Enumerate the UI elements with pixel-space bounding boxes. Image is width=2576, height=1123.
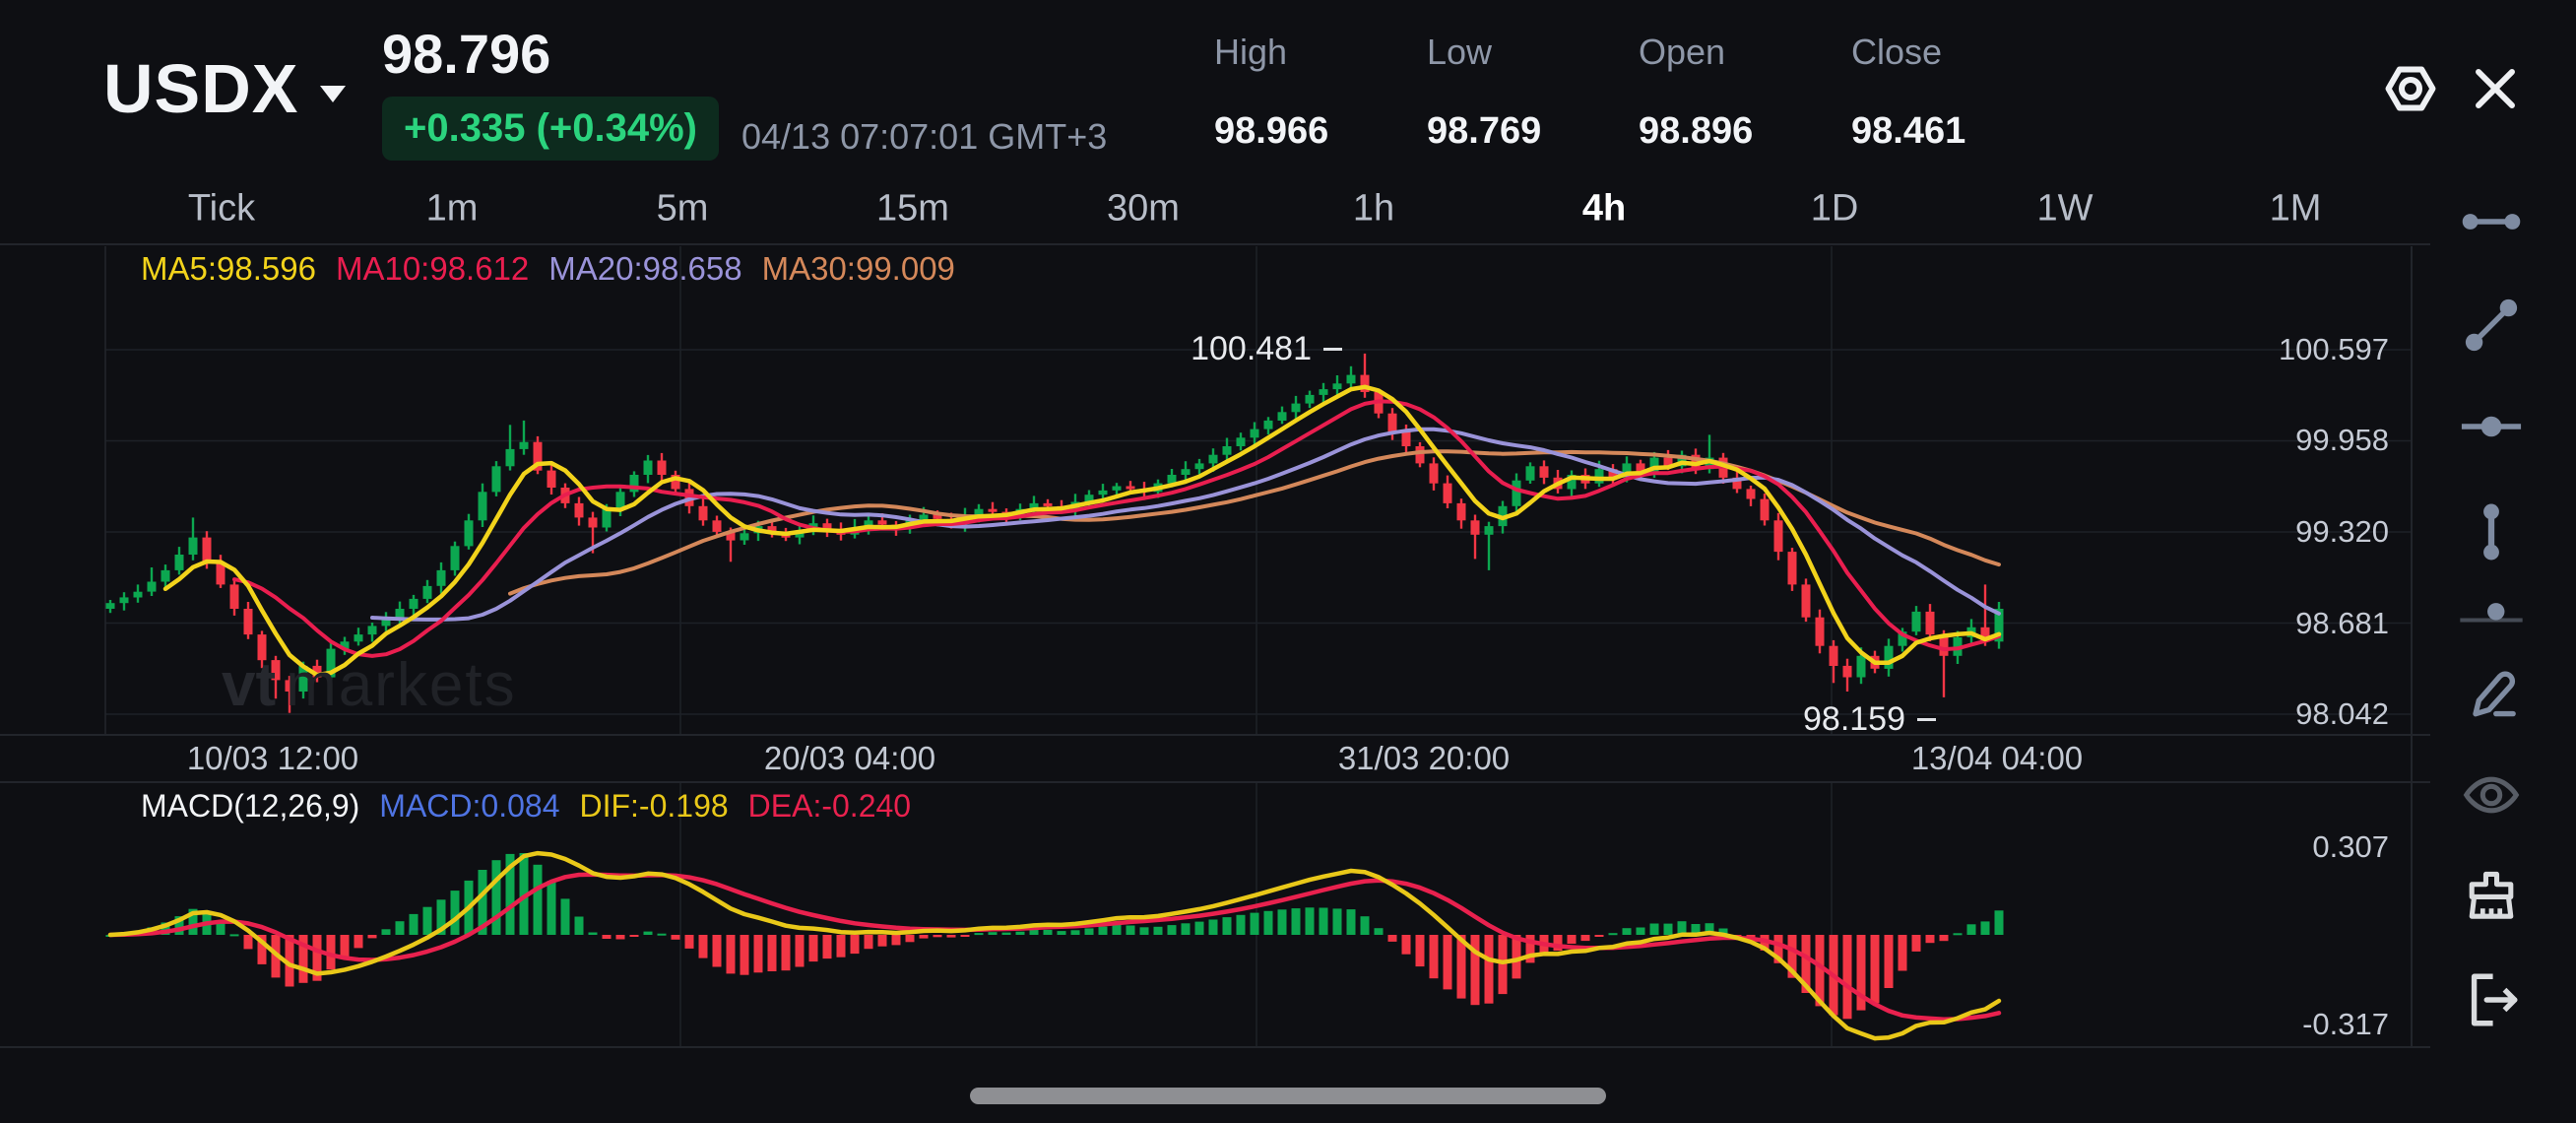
home-indicator[interactable] bbox=[970, 1088, 1606, 1104]
horizontal-segment-tool-icon[interactable] bbox=[2454, 184, 2529, 259]
time-tick-3: 31/03 20:00 bbox=[1337, 740, 1511, 776]
ma10-label: MA10:98.612 bbox=[335, 250, 530, 287]
stat-open-value: 98.896 bbox=[1639, 110, 1754, 152]
ma30-label: MA30:99.009 bbox=[761, 250, 955, 287]
chevron-down-icon bbox=[320, 85, 347, 102]
tab-1m-month[interactable]: 1M bbox=[2269, 187, 2322, 230]
stat-high-label: High bbox=[1214, 32, 1288, 72]
ma20-label: MA20:98.658 bbox=[548, 250, 742, 287]
close-icon[interactable] bbox=[2462, 55, 2529, 122]
pencil-draw-icon[interactable] bbox=[2454, 652, 2529, 727]
tabs-divider bbox=[0, 243, 2430, 245]
horizontal-line-tool-icon[interactable] bbox=[2454, 389, 2529, 464]
low-annotation-value: 98.159 bbox=[1803, 699, 1905, 738]
macd-tick-max: 0.307 bbox=[2312, 829, 2389, 864]
vertical-segment-tool-icon[interactable] bbox=[2454, 495, 2529, 569]
time-tick-4: 13/04 04:00 bbox=[1910, 740, 2084, 776]
dif-value-label: DIF:-0.198 bbox=[579, 788, 729, 824]
axis-right-border bbox=[2411, 246, 2413, 1046]
stat-open-label: Open bbox=[1639, 32, 1726, 72]
macd-bottom-border bbox=[0, 1046, 2430, 1048]
high-annotation-dash bbox=[1323, 347, 1342, 351]
last-price: 98.796 bbox=[382, 23, 551, 85]
stat-low-label: Low bbox=[1427, 32, 1493, 72]
macd-chart[interactable] bbox=[0, 783, 2576, 1046]
time-tick-1: 10/03 12:00 bbox=[186, 740, 359, 776]
settings-gear-icon[interactable] bbox=[2375, 53, 2446, 124]
eye-visibility-icon[interactable] bbox=[2454, 758, 2529, 832]
low-annotation: 98.159 bbox=[1743, 699, 1936, 738]
exit-panel-icon[interactable] bbox=[2454, 962, 2529, 1037]
ma5-label: MA5:98.596 bbox=[141, 250, 316, 287]
tab-1w[interactable]: 1W bbox=[2036, 187, 2093, 230]
xaxis-bottom-border bbox=[0, 781, 2430, 783]
tab-30m[interactable]: 30m bbox=[1107, 187, 1180, 230]
price-tick-4: 98.681 bbox=[2295, 606, 2389, 640]
stat-close-value: 98.461 bbox=[1851, 110, 1966, 152]
tab-1m[interactable]: 1m bbox=[425, 187, 479, 230]
candlestick-chart[interactable] bbox=[0, 246, 2576, 734]
dea-value-label: DEA:-0.240 bbox=[747, 788, 912, 824]
macd-params-label: MACD(12,26,9) bbox=[141, 788, 360, 824]
price-change-badge: +0.335 (+0.34%) bbox=[382, 97, 719, 161]
horizontal-ray-tool-icon[interactable] bbox=[2454, 573, 2529, 648]
trend-line-tool-icon[interactable] bbox=[2454, 288, 2529, 363]
ma-legend: MA5:98.596 MA10:98.612 MA20:98.658 MA30:… bbox=[141, 250, 955, 288]
symbol-selector[interactable]: USDX bbox=[103, 49, 347, 128]
low-annotation-dash bbox=[1917, 717, 1936, 721]
price-tick-3: 99.320 bbox=[2295, 514, 2389, 549]
price-tick-2: 99.958 bbox=[2295, 423, 2389, 457]
stat-high-value: 98.966 bbox=[1214, 110, 1329, 152]
xaxis-top-border bbox=[0, 734, 2430, 736]
price-tick-5: 98.042 bbox=[2295, 696, 2389, 731]
symbol-name: USDX bbox=[103, 50, 299, 127]
tab-4h[interactable]: 4h bbox=[1581, 187, 1627, 230]
macd-tick-min: -0.317 bbox=[2302, 1007, 2389, 1041]
high-annotation-value: 100.481 bbox=[1191, 329, 1312, 367]
tab-15m[interactable]: 15m bbox=[876, 187, 949, 230]
tab-1h[interactable]: 1h bbox=[1352, 187, 1395, 230]
high-annotation: 100.481 bbox=[1083, 329, 1342, 367]
stat-low-value: 98.769 bbox=[1427, 110, 1542, 152]
macd-value-label: MACD:0.084 bbox=[379, 788, 560, 824]
stat-close-label: Close bbox=[1851, 32, 1943, 72]
time-tick-2: 20/03 04:00 bbox=[763, 740, 936, 776]
macd-legend: MACD(12,26,9) MACD:0.084 DIF:-0.198 DEA:… bbox=[141, 788, 911, 825]
price-tick-1: 100.597 bbox=[2278, 332, 2389, 366]
timestamp: 04/13 07:07:01 GMT+3 bbox=[741, 116, 1108, 157]
tab-tick[interactable]: Tick bbox=[187, 187, 256, 230]
tab-1d[interactable]: 1D bbox=[1810, 187, 1859, 230]
broom-clear-icon[interactable] bbox=[2454, 861, 2529, 936]
tab-5m[interactable]: 5m bbox=[656, 187, 709, 230]
